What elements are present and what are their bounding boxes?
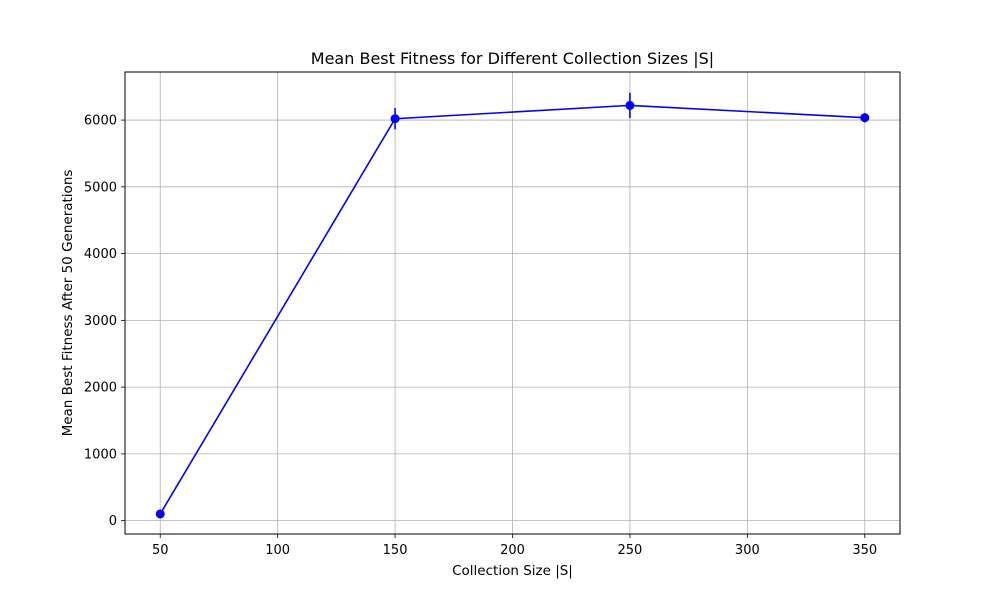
y-tick-label: 0 <box>109 514 117 529</box>
y-tick-label: 6000 <box>84 114 117 129</box>
x-tick-label: 150 <box>383 543 408 558</box>
data-point <box>860 113 870 123</box>
y-tick-label: 2000 <box>84 381 117 396</box>
y-tick-label: 4000 <box>84 247 117 262</box>
axis-ticks: 50 100 150 200 250 300 350 0 1000 2000 3000 4000 500… <box>84 114 877 558</box>
data-series <box>155 92 870 519</box>
data-point <box>625 100 635 110</box>
data-point <box>390 114 400 124</box>
data-point <box>155 509 165 519</box>
grid-lines <box>125 72 900 534</box>
series-line <box>159 104 865 515</box>
x-tick-label: 50 <box>152 543 169 558</box>
y-tick-label: 5000 <box>84 180 117 195</box>
y-tick-label: 3000 <box>84 314 117 329</box>
x-axis-label: Collection Size |S| <box>452 563 573 579</box>
y-axis-label: Mean Best Fitness After 50 Generations <box>60 170 76 437</box>
x-tick-label: 100 <box>265 543 290 558</box>
chart-title: Mean Best Fitness for Different Collecti… <box>311 49 714 68</box>
x-tick-label: 200 <box>500 543 525 558</box>
x-tick-label: 350 <box>852 543 877 558</box>
x-tick-label: 300 <box>735 543 760 558</box>
y-tick-label: 1000 <box>84 447 117 462</box>
x-tick-label: 250 <box>618 543 643 558</box>
